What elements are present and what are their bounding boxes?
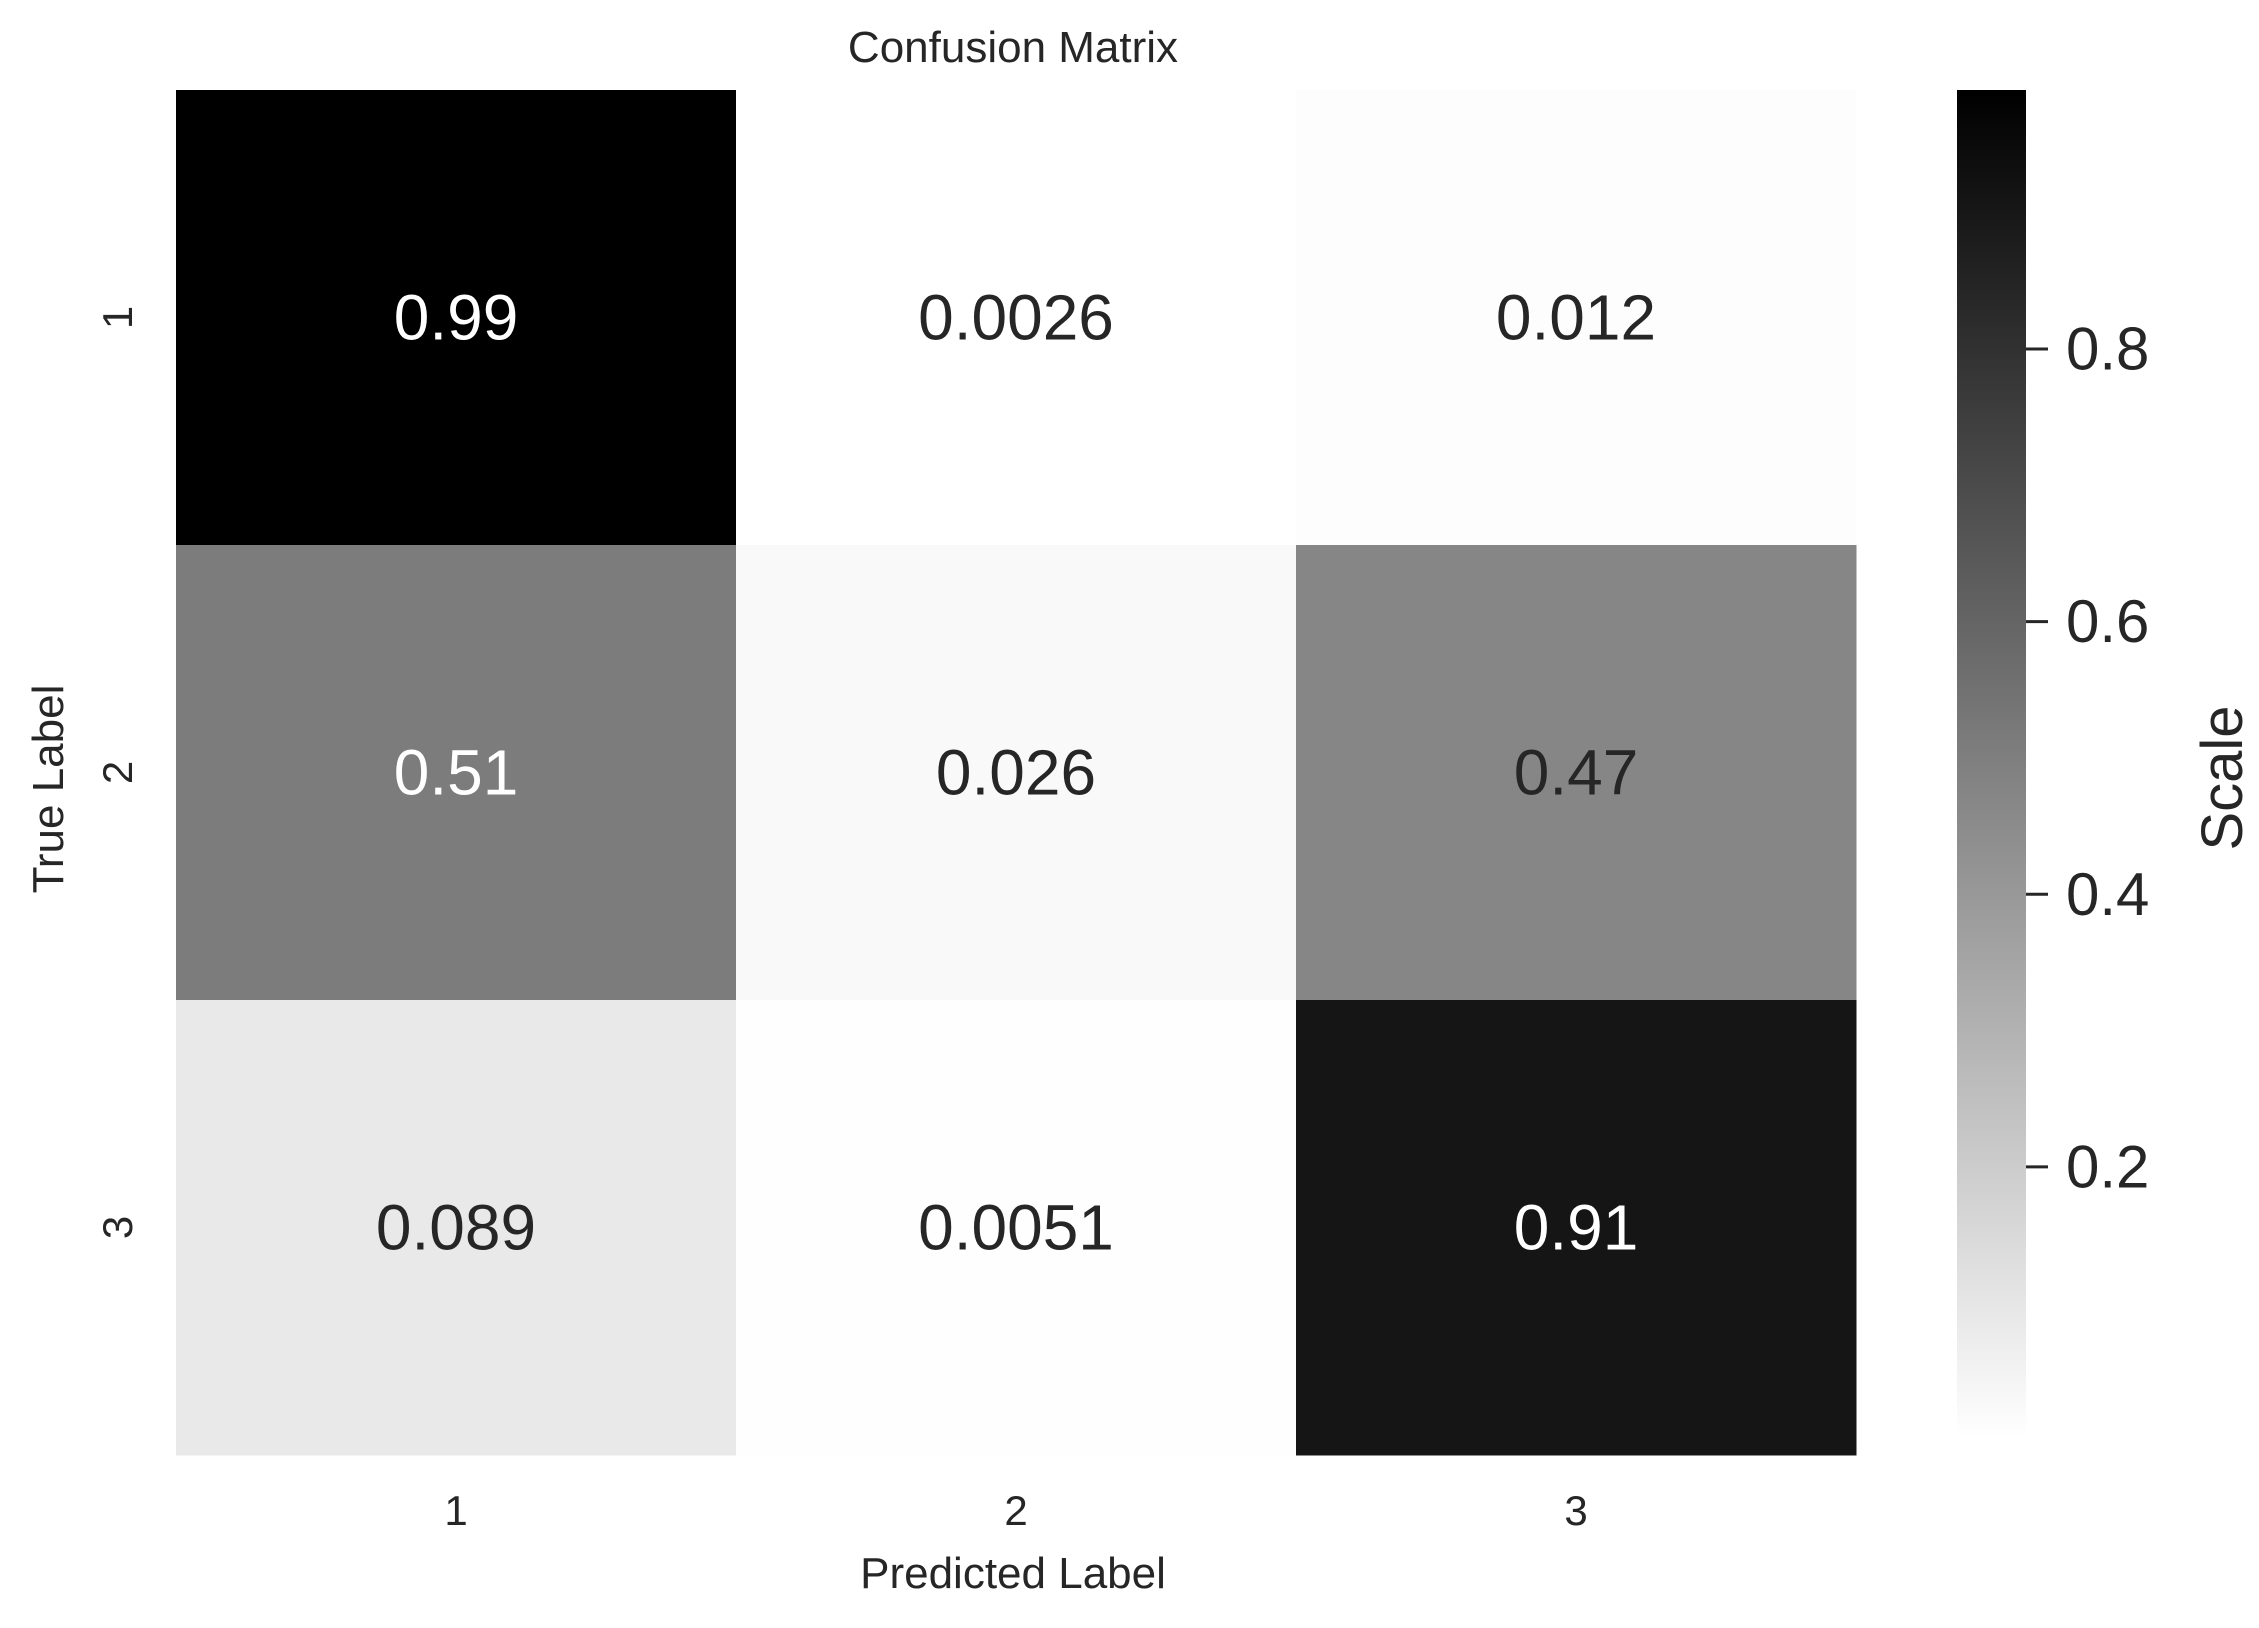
cell-value-label-r1-c1: 0.99 (394, 282, 519, 354)
colorbar-tick-label-4: 0.8 (2066, 316, 2149, 383)
heatmap-cell-r3-c1 (176, 1000, 737, 1456)
cell-value-label-r3-c3: 0.91 (1514, 1192, 1639, 1264)
heatmap-cell-r3-c2 (736, 1000, 1297, 1456)
y-tick-label-3: 3 (94, 1216, 141, 1239)
heatmap-cells (176, 90, 1857, 1456)
cell-value-label-r2-c2: 0.026 (936, 737, 1096, 809)
heatmap-cell-r1-c3 (1296, 90, 1857, 546)
heatmap-cell-labels: 0.99 0.0026 0.012 0.51 0.026 0.47 0.089 0.0051 0… (376, 282, 1656, 1264)
y-axis-ticks: 1 2 3 (94, 306, 141, 1239)
colorbar-tick-label-3: 0.6 (2066, 588, 2149, 655)
colorbar-tick-label-1: 0.2 (2066, 1133, 2149, 1200)
y-tick-label-1: 1 (94, 306, 141, 329)
heatmap-cell-r2-c3 (1296, 545, 1857, 1001)
colorbar-ticks: 0.2 0.4 0.6 0.8 (2026, 316, 2149, 1200)
x-axis-ticks: 1 2 3 (444, 1487, 1587, 1534)
chart-title: Confusion Matrix (848, 23, 1178, 72)
x-axis-label: Predicted Label (860, 1549, 1166, 1598)
x-tick-label-3: 3 (1564, 1487, 1587, 1534)
cell-value-label-r2-c3: 0.47 (1514, 737, 1639, 809)
x-tick-label-2: 2 (1004, 1487, 1027, 1534)
colorbar (1957, 90, 2026, 1436)
heatmap-cell-r3-c3 (1296, 1000, 1857, 1456)
x-tick-label-1: 1 (444, 1487, 467, 1534)
cell-value-label-r1-c3: 0.012 (1496, 282, 1656, 354)
colorbar-tick-label-2: 0.4 (2066, 861, 2149, 928)
colorbar-label: Scale (2190, 705, 2255, 850)
heatmap-cell-r1-c1 (176, 90, 737, 546)
cell-value-label-r2-c1: 0.51 (394, 737, 519, 809)
heatmap-cell-r2-c2 (736, 545, 1297, 1001)
y-axis-label: True Label (24, 685, 73, 894)
y-tick-label-2: 2 (94, 761, 141, 784)
heatmap-cell-r1-c2 (736, 90, 1297, 546)
cell-value-label-r3-c1: 0.089 (376, 1192, 536, 1264)
cell-value-label-r3-c2: 0.0051 (918, 1192, 1114, 1264)
cell-value-label-r1-c2: 0.0026 (918, 282, 1114, 354)
heatmap-cell-r2-c1 (176, 545, 737, 1001)
